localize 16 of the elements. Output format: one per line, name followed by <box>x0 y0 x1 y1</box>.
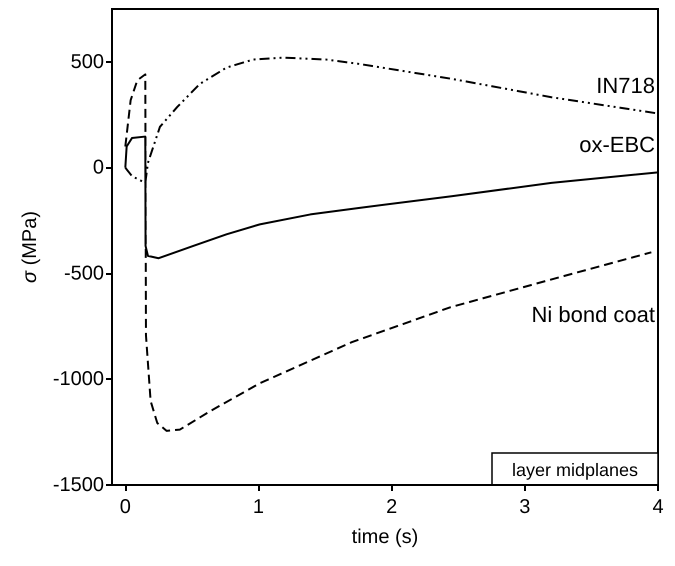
y-tick-label: -1500 <box>52 474 104 496</box>
x-tick-label: 0 <box>120 496 131 518</box>
series-label: IN718 <box>596 73 655 98</box>
series-label: Ni bond coat <box>531 302 655 327</box>
annotation: layer midplanes <box>512 460 638 480</box>
y-tick-label: 0 <box>92 156 104 179</box>
y-tick-label: -1000 <box>52 368 104 390</box>
y-tick-label: 500 <box>70 50 104 73</box>
x-tick-label: 2 <box>386 496 398 518</box>
x-tick-label: 1 <box>252 496 264 518</box>
x-axis-title: time (s) <box>352 526 418 548</box>
y-axis-title: σ (MPa) <box>19 210 41 284</box>
x-tick-label: 4 <box>652 496 664 518</box>
y-tick-label: -500 <box>64 262 104 284</box>
x-tick-label: 3 <box>519 496 530 518</box>
series-label: ox-EBC <box>579 132 656 157</box>
